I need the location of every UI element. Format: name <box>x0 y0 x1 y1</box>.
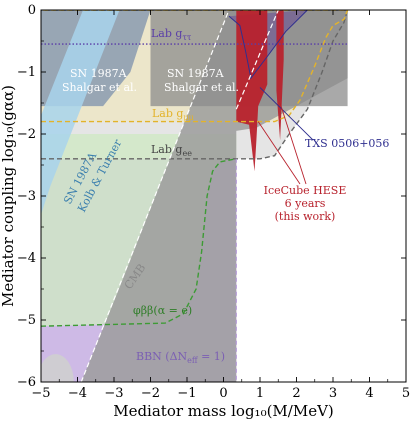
y-axis-title: Mediator coupling log₁₀(gαα) <box>0 85 17 307</box>
y-tick-label: −4 <box>17 251 36 266</box>
x-tick-label: −4 <box>68 386 87 401</box>
line-txs-0506 <box>228 10 308 80</box>
x-tick-label: 0 <box>219 386 227 401</box>
label-sn1987a-shalgar-left-1: SN 1987A <box>70 67 128 80</box>
region-sn1987a-kolb-turner <box>41 10 120 215</box>
y-tick-label: −2 <box>17 127 36 142</box>
label-double-beta: φββ(α = e) <box>133 304 192 317</box>
pointer-txs <box>259 87 314 141</box>
pointer-icecube-1 <box>257 121 301 185</box>
label-lab-gee: Lab gee <box>151 143 192 158</box>
pointer-icecube-2 <box>279 102 307 185</box>
region-icecube-hese-spike <box>276 10 284 141</box>
label-txs-0506: TXS 0506+056 <box>305 137 389 150</box>
label-sn1987a-shalgar-left-2: Shalgar et al. <box>62 81 137 94</box>
x-tick-label: 2 <box>292 386 300 401</box>
line-lab-gmumu <box>41 10 349 123</box>
label-lab-gtautau: Lab gττ <box>151 27 192 42</box>
label-icecube-2: 6 years <box>285 197 326 210</box>
x-tick-label: −1 <box>177 386 196 401</box>
y-tick-label: −3 <box>17 189 36 204</box>
y-tick-label: 0 <box>28 3 36 18</box>
x-tick-label: −5 <box>31 386 50 401</box>
line-double-beta <box>41 158 237 327</box>
x-tick-label: −3 <box>104 386 123 401</box>
x-tick-label: 4 <box>365 386 373 401</box>
label-lab-gmumu: Lab gμμ <box>152 107 194 122</box>
label-sn1987a-shalgar-right-1: SN 1987A <box>167 67 225 80</box>
y-tick-label: −1 <box>17 65 36 80</box>
y-tick-label: −6 <box>17 375 36 390</box>
line-cmb-edge <box>80 10 230 382</box>
label-icecube-3: (this work) <box>275 210 336 223</box>
x-tick-label: 1 <box>256 386 264 401</box>
label-icecube-1: IceCube HESE <box>264 184 347 197</box>
label-bbn: BBN (ΔNeff = 1) <box>136 350 225 365</box>
x-tick-label: −2 <box>141 386 160 401</box>
lines-layer <box>41 10 349 382</box>
x-tick-label: 5 <box>402 386 410 401</box>
x-tick-label: 3 <box>329 386 337 401</box>
x-axis-title: Mediator mass log₁₀(M/MeV) <box>113 402 334 420</box>
region-low-left-blob <box>41 354 74 382</box>
line-lab-gee <box>41 10 349 160</box>
line-hese-edge <box>235 10 279 110</box>
region-icecube-hese <box>236 10 268 172</box>
label-sn1987a-shalgar-right-2: Shalgar et al. <box>164 81 239 94</box>
y-tick-label: −5 <box>17 313 36 328</box>
